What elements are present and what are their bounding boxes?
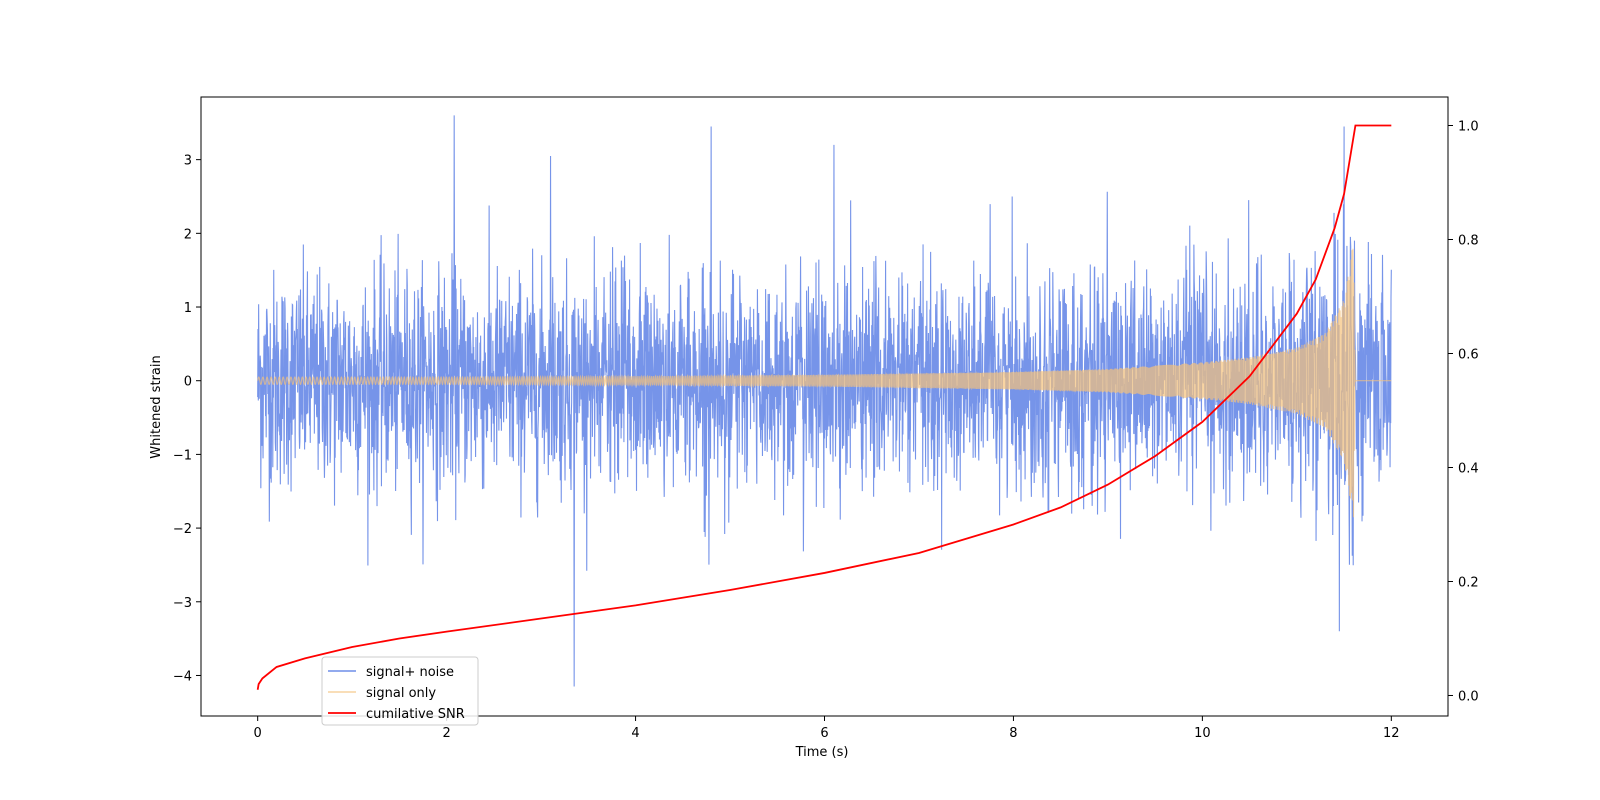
y-tick-label: −1 [173,448,192,463]
legend: signal+ noise signal only cumilative SNR [321,656,479,726]
x-tick-label: 10 [1194,726,1211,741]
legend-label: signal+ noise [366,665,454,680]
x-axis-title: Time (s) [795,745,849,760]
y-tick-label: 3 [184,154,192,169]
y-right-tick-label: 0.0 [1458,689,1479,704]
y-right-tick-label: 0.2 [1458,575,1479,590]
legend-label: signal only [366,686,436,701]
series-signal-only [257,248,1392,518]
series-cumulative-snr [256,124,1392,690]
y-right-tick-label: 1.0 [1458,119,1479,134]
y-tick-label: 0 [184,375,192,390]
legend-label: cumilative SNR [366,707,465,722]
x-tick-label: 0 [254,726,262,741]
x-tick-label: 6 [820,726,828,741]
x-tick-label: 8 [1009,726,1017,741]
y-right-tick-label: 0.8 [1458,233,1479,248]
y-right-tick-label: 0.6 [1458,347,1479,362]
series-signal-noise [257,115,1392,687]
y-axis-title: Whitened strain [149,355,164,458]
y-tick-label: −4 [173,669,192,684]
x-tick-label: 4 [631,726,639,741]
legend-box [321,656,479,726]
plot-series-group [256,115,1392,690]
y-tick-label: −2 [173,522,192,537]
x-tick-label: 12 [1383,726,1400,741]
y-tick-label: 1 [184,301,192,316]
y-tick-label: 2 [184,227,192,242]
y-tick-label: −3 [173,596,192,611]
y-right-tick-label: 0.4 [1458,461,1479,476]
plot-area [256,115,1392,690]
x-tick-label: 2 [442,726,450,741]
